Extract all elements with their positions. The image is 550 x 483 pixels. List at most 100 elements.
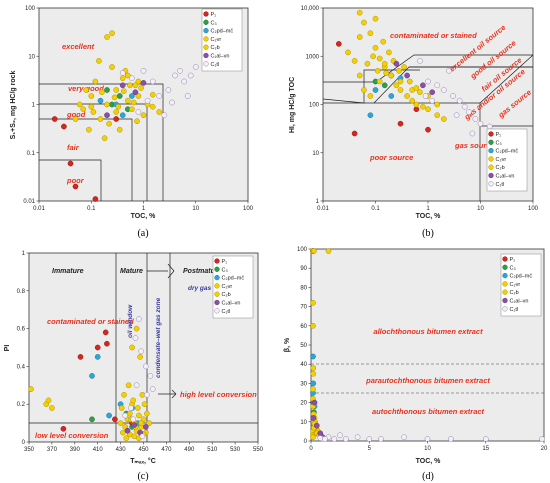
point-1-2-3 <box>104 87 110 93</box>
legend-entry-1-3: C₂pd–mč <box>211 29 234 35</box>
y-axis-label-b: HI, mg HC/g TOC <box>289 77 296 133</box>
legend-swatch-2-1 <box>488 131 494 137</box>
point-4-3-1 <box>310 353 316 360</box>
legend-swatch-2-7 <box>488 181 494 187</box>
point-2-4-30 <box>376 78 383 85</box>
point-2-1-1 <box>335 41 342 47</box>
point-3-4-5 <box>117 420 124 426</box>
point-3-4-17 <box>121 391 127 398</box>
point-2-7-2 <box>434 82 441 89</box>
point-1-4-3 <box>88 93 95 99</box>
y-tick-label-2-2: 10 <box>312 151 319 157</box>
point-3-1-1 <box>60 425 67 432</box>
legend-swatch-1-2 <box>203 19 209 25</box>
legend-entry-3-2: C₃ <box>222 267 228 273</box>
legend-entry-4-2: C₃ <box>510 265 516 271</box>
point-4-7-14 <box>317 435 324 441</box>
point-1-4-24 <box>127 82 133 89</box>
point-2-4-6 <box>372 44 379 51</box>
point-3-7-4 <box>138 348 145 355</box>
legend-box-1 <box>201 8 243 72</box>
zone-postmature: Postmature <box>183 268 222 275</box>
point-2-5-1 <box>381 60 388 67</box>
x-tick-label-1-1: 0.01 <box>33 206 45 212</box>
point-2-4-25 <box>406 78 413 85</box>
legend-swatch-2-3 <box>488 147 494 154</box>
region-condensate-wet-gas: condensate–wet gas zone <box>155 297 162 378</box>
legend-entry-2-4: C₂vr <box>496 157 507 163</box>
point-3-2-1 <box>89 416 95 423</box>
legend-entry-3-4: C₂vr <box>222 284 233 290</box>
zone-mature: Mature <box>120 268 143 275</box>
legend-entry-3-1: P₁ <box>222 259 228 265</box>
y-tick-label-4-6: 50 <box>300 343 307 349</box>
region-low-level: low level conversion <box>35 431 109 440</box>
point-2-7-4 <box>450 93 456 99</box>
x-tick-label-2-1: 0.01 <box>317 206 329 212</box>
zones-c: Immature Mature Postmature <box>52 268 222 275</box>
point-1-7-12 <box>144 97 151 104</box>
x-tick-label-3-8: 490 <box>184 447 195 453</box>
legend-swatch-3-5 <box>214 291 220 297</box>
point-1-7-16 <box>119 70 126 76</box>
point-3-7-3 <box>133 382 140 389</box>
y-tick-label-1-1: 0.01 <box>23 199 35 205</box>
point-1-4-33 <box>134 118 140 125</box>
point-1-4-27 <box>99 89 105 96</box>
point-2-4-20 <box>374 67 381 74</box>
x-axis-label-a: TOC, % <box>131 213 157 220</box>
legend-entry-3-6: C₁al–vn <box>222 301 241 307</box>
point-1-1-2 <box>61 123 67 130</box>
point-2-7-5 <box>456 97 463 104</box>
region-contaminated-c-text: contaminated or stained <box>47 317 134 326</box>
point-3-5-6 <box>133 325 140 332</box>
point-2-4-36 <box>440 116 447 122</box>
point-4-6-5 <box>310 415 317 421</box>
region-allochthonous: allochthonous bitumen extract <box>373 327 483 336</box>
point-1-3-4 <box>119 112 126 119</box>
point-3-4-29 <box>144 410 150 417</box>
x-tick-label-3-6: 450 <box>138 447 149 453</box>
point-1-4-9 <box>119 75 126 82</box>
region-contaminated-b: contaminated or stained <box>390 31 477 40</box>
point-2-4-10 <box>393 82 400 89</box>
x-tick-label-1-2: 0.1 <box>87 206 96 212</box>
legend-entry-4-3: C₂pd–mč <box>510 274 533 280</box>
legend-box-4 <box>500 253 542 317</box>
x-tick-label-3-2: 370 <box>47 447 58 453</box>
x-tick-label-3-11: 550 <box>253 447 264 453</box>
legend-swatch-4-4 <box>502 281 508 287</box>
point-3-4-20 <box>134 405 141 411</box>
point-3-4-13 <box>136 412 142 419</box>
x-tick-label-2-3: 1 <box>426 206 430 212</box>
regions-d: allochthonous bitumen extract parautocht… <box>365 327 490 416</box>
point-4-4-8 <box>310 299 316 306</box>
point-2-4-26 <box>356 9 363 16</box>
bitumen-lines-d <box>311 363 544 394</box>
x-tick-label-4-5: 20 <box>541 446 548 452</box>
x-axis-label-b: TOC, % <box>416 213 442 220</box>
point-2-7-10 <box>486 123 493 130</box>
legend-3: P₁ C₃ C₂pd–mč C₂vr C₂b C₁al–vn C₁tl <box>212 255 254 319</box>
point-1-4-30 <box>115 103 122 110</box>
legend-entry-1-5: C₂b <box>211 45 220 51</box>
point-4-7-7 <box>378 436 384 442</box>
point-3-1-2 <box>77 354 84 360</box>
point-2-7-11 <box>446 67 452 74</box>
point-2-5-5 <box>434 101 441 108</box>
point-2-3-2 <box>372 87 379 93</box>
legend-swatch-4-3 <box>502 272 508 279</box>
y-axis-label-c: PI <box>4 345 11 352</box>
y-tick-label-4-7: 60 <box>300 324 307 330</box>
point-2-3-4 <box>388 93 395 99</box>
panel-a: excellent very good good fair poor 0.01 0… <box>10 6 254 239</box>
point-2-7-14 <box>453 112 460 119</box>
point-1-3-1 <box>97 97 104 104</box>
point-3-5-1 <box>118 405 125 411</box>
legend-swatch-3-3 <box>214 274 220 281</box>
point-3-4-4 <box>49 405 55 411</box>
point-3-7-9 <box>130 416 137 423</box>
panel-c: Immature Mature Postmature contaminated … <box>4 251 264 482</box>
point-1-7-8 <box>187 72 194 79</box>
point-2-6-2 <box>420 82 426 89</box>
